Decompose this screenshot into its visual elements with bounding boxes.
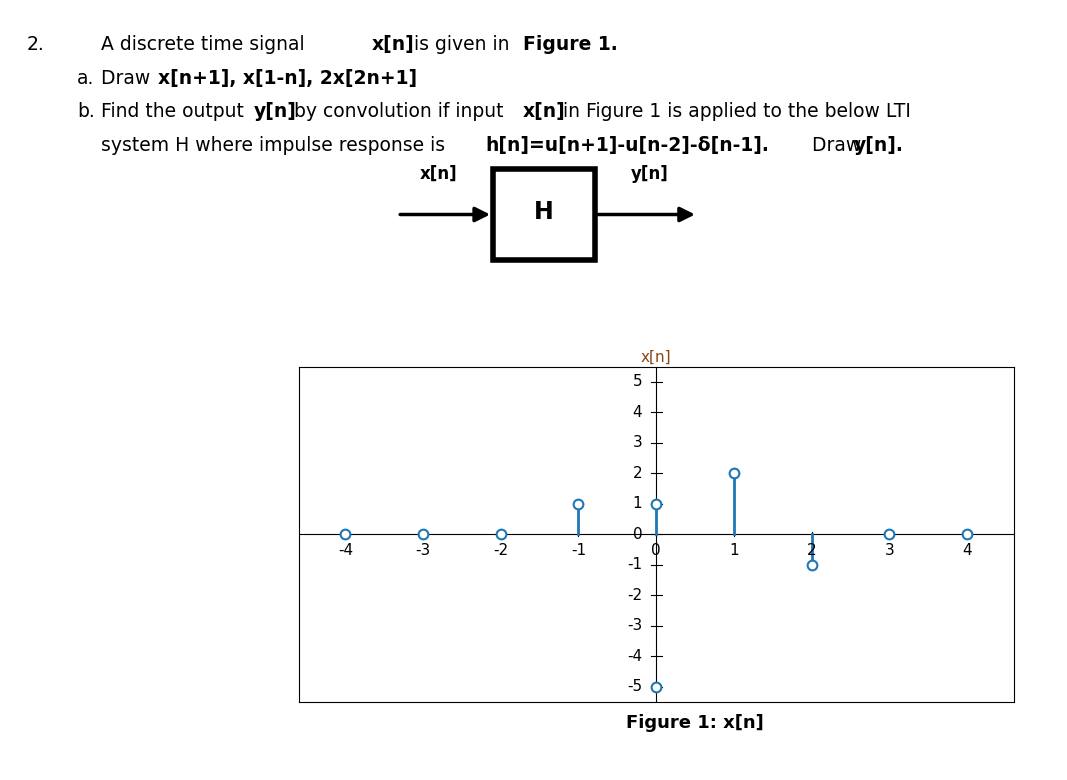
Text: -3: -3 — [627, 619, 642, 633]
Text: Draw: Draw — [806, 136, 866, 154]
Text: -4: -4 — [338, 543, 353, 558]
Text: x[n]: x[n] — [523, 102, 566, 121]
Text: b.: b. — [77, 102, 95, 121]
Text: x[n+1], x[1-n], 2x[2n+1]: x[n+1], x[1-n], 2x[2n+1] — [158, 69, 417, 87]
Text: -2: -2 — [627, 588, 642, 603]
Text: 0: 0 — [633, 526, 642, 542]
Text: 4: 4 — [962, 543, 972, 558]
Text: 5: 5 — [633, 374, 642, 389]
Bar — [493, 168, 595, 260]
Text: 4: 4 — [633, 405, 642, 420]
Text: Figure 1: x[n]: Figure 1: x[n] — [626, 714, 764, 732]
Text: -5: -5 — [627, 679, 642, 694]
Text: 2.: 2. — [27, 35, 45, 54]
Text: is given in: is given in — [408, 35, 515, 54]
Text: x[n]: x[n] — [419, 165, 457, 183]
Text: A discrete time signal: A discrete time signal — [101, 35, 310, 54]
Text: -1: -1 — [627, 557, 642, 573]
Text: 3: 3 — [885, 543, 894, 558]
Text: 1: 1 — [729, 543, 738, 558]
Text: Figure 1.: Figure 1. — [523, 35, 618, 54]
Text: system H where impulse response is: system H where impulse response is — [101, 136, 451, 154]
Text: Draw: Draw — [101, 69, 157, 87]
Text: a.: a. — [77, 69, 94, 87]
Text: y[n]: y[n] — [632, 165, 669, 183]
Text: Find the output: Find the output — [101, 102, 251, 121]
Text: 1: 1 — [633, 496, 642, 512]
Text: x[n]: x[n] — [371, 35, 414, 54]
Text: 3: 3 — [633, 435, 642, 450]
Text: h[n]=u[n+1]-u[n-2]-δ[n-1].: h[n]=u[n+1]-u[n-2]-δ[n-1]. — [485, 136, 769, 154]
Text: 0: 0 — [651, 543, 662, 558]
Text: 2: 2 — [633, 466, 642, 480]
Text: 2: 2 — [807, 543, 816, 558]
Text: in Figure 1 is applied to the below LTI: in Figure 1 is applied to the below LTI — [557, 102, 911, 121]
Text: x[n]: x[n] — [641, 350, 671, 365]
Text: -2: -2 — [493, 543, 508, 558]
Text: y[n]: y[n] — [254, 102, 297, 121]
Text: by convolution if input: by convolution if input — [288, 102, 510, 121]
Text: -4: -4 — [627, 649, 642, 664]
Text: -1: -1 — [571, 543, 586, 558]
Text: -3: -3 — [415, 543, 431, 558]
Text: H: H — [535, 200, 554, 225]
Text: y[n].: y[n]. — [854, 136, 904, 154]
